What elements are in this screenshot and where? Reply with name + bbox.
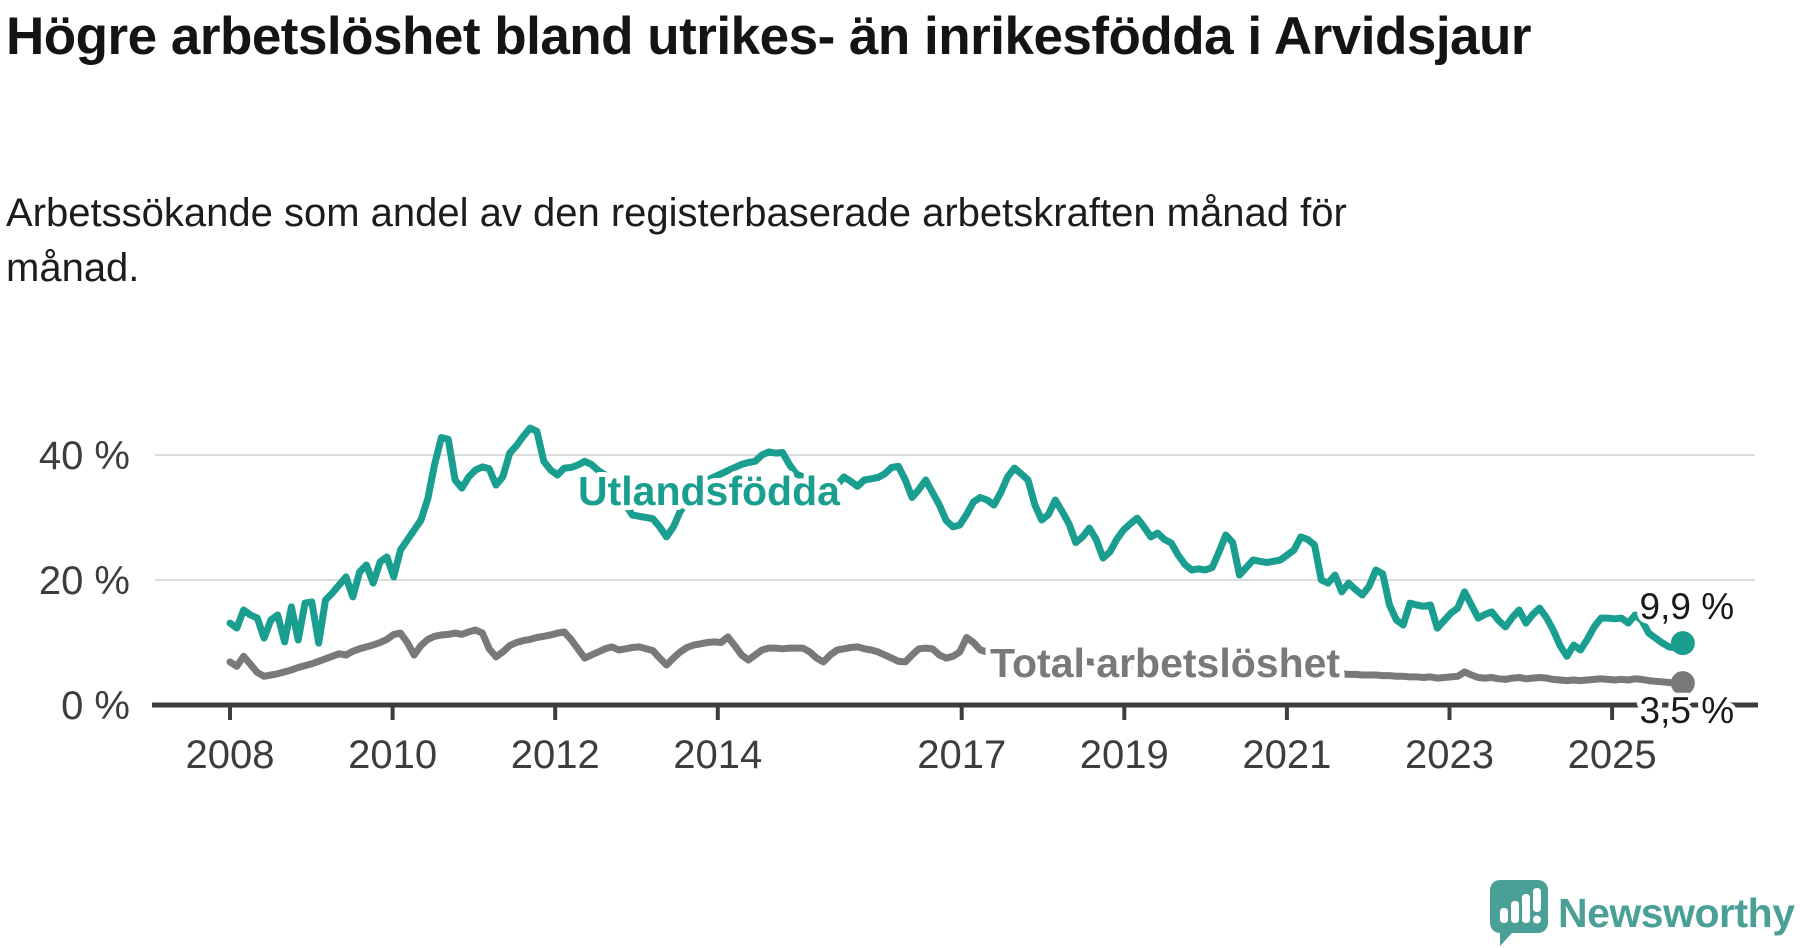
end-dot-0 — [1670, 631, 1695, 656]
y-tick-label-0: 0 % — [61, 684, 130, 728]
end-dot-1 — [1670, 671, 1695, 696]
x-tick-label-2014: 2014 — [673, 733, 762, 777]
newsworthy-logo: Newsworthy — [1490, 880, 1795, 946]
series-label-utlandsfodda: Utlandsfödda — [578, 468, 841, 514]
series-label-total-arbetsloshet: Total arbetslöshet — [990, 640, 1340, 686]
x-axis: 2008 2010 2012 2014 2017 2019 2021 2023 2025 — [152, 702, 1758, 777]
newsworthy-chart-bubble-icon — [1490, 880, 1548, 946]
y-tick-label-40: 40 % — [39, 434, 130, 478]
series-end-dots — [1670, 631, 1695, 696]
x-tick-label-2017: 2017 — [917, 733, 1006, 777]
x-tick-label-2023: 2023 — [1405, 733, 1494, 777]
series-lines — [226, 424, 1687, 687]
x-tick-label-2012: 2012 — [511, 733, 600, 777]
newsworthy-wordmark: Newsworthy — [1558, 889, 1795, 936]
line-utlandsf-dda — [226, 424, 1687, 660]
x-tick-label-2021: 2021 — [1242, 733, 1331, 777]
x-tick-label-2008: 2008 — [186, 733, 275, 777]
page-subtitle: Arbetssökande som andel av den registerb… — [6, 191, 1347, 291]
x-tick-label-2010: 2010 — [348, 733, 437, 777]
line-total-arbetsl-shet — [226, 626, 1687, 687]
page-title: Högre arbetslöshet bland utrikes- än inr… — [6, 7, 1532, 66]
end-value-label-utlandsfodda: 9,9 % — [1640, 586, 1735, 627]
gridlines — [155, 454, 1755, 581]
x-tick-label-2025: 2025 — [1568, 733, 1657, 777]
end-value-label-total: 3,5 % — [1640, 690, 1735, 731]
y-tick-label-20: 20 % — [39, 559, 130, 603]
y-axis-labels: 40 % 20 % 0 % — [39, 434, 130, 728]
x-tick-label-2019: 2019 — [1080, 733, 1169, 777]
